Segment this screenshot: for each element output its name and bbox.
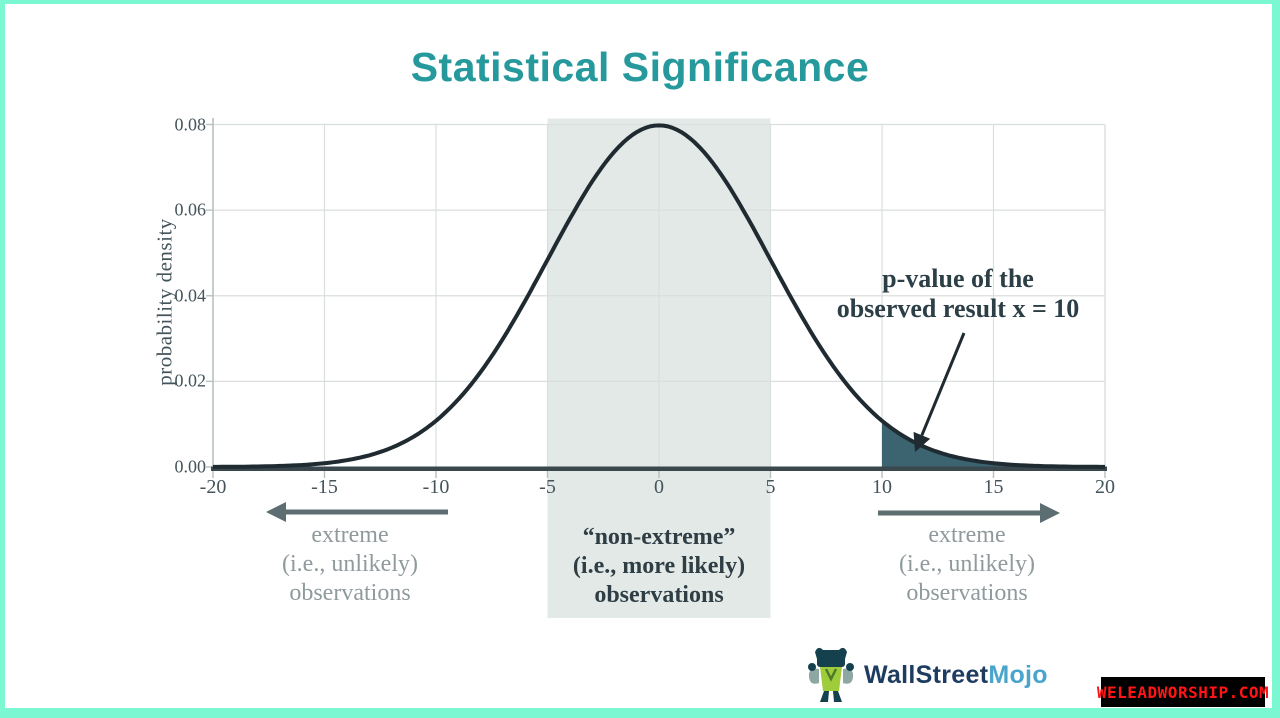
left-extreme-line2: (i.e., unlikely) xyxy=(282,551,418,577)
right-extreme-label: extreme (i.e., unlikely) observations xyxy=(899,521,1035,608)
brand-text: WallStreetMojo xyxy=(864,661,1048,690)
chart-title: Statistical Significance xyxy=(410,44,870,90)
brand-part1: WallStreet xyxy=(864,661,989,689)
mascot-icon xyxy=(808,647,854,702)
center-band-line1: “non-extreme” xyxy=(582,524,736,550)
right-extreme-line1: extreme xyxy=(928,522,1006,548)
y-axis-label: probability density xyxy=(152,218,177,386)
center-band-line3: observations xyxy=(594,582,724,608)
left-extreme-label: extreme (i.e., unlikely) observations xyxy=(282,521,418,608)
right-extreme-line2: (i.e., unlikely) xyxy=(899,551,1035,577)
left-extreme-line1: extreme xyxy=(311,522,389,548)
brand-part2: Mojo xyxy=(988,661,1048,689)
center-band-label: “non-extreme” (i.e., more likely) observ… xyxy=(573,523,745,610)
right-extreme-line3: observations xyxy=(906,580,1028,606)
annotation-line1: p-value of the xyxy=(882,264,1034,293)
annotation-text: p-value of the observed result x = 10 xyxy=(837,264,1080,324)
annotation-line2: observed result x = 10 xyxy=(836,294,1080,323)
center-band-line2: (i.e., more likely) xyxy=(572,553,746,579)
left-extreme-line3: observations xyxy=(289,580,411,606)
watermark: WELEADWORSHIP.COM xyxy=(1097,677,1269,707)
